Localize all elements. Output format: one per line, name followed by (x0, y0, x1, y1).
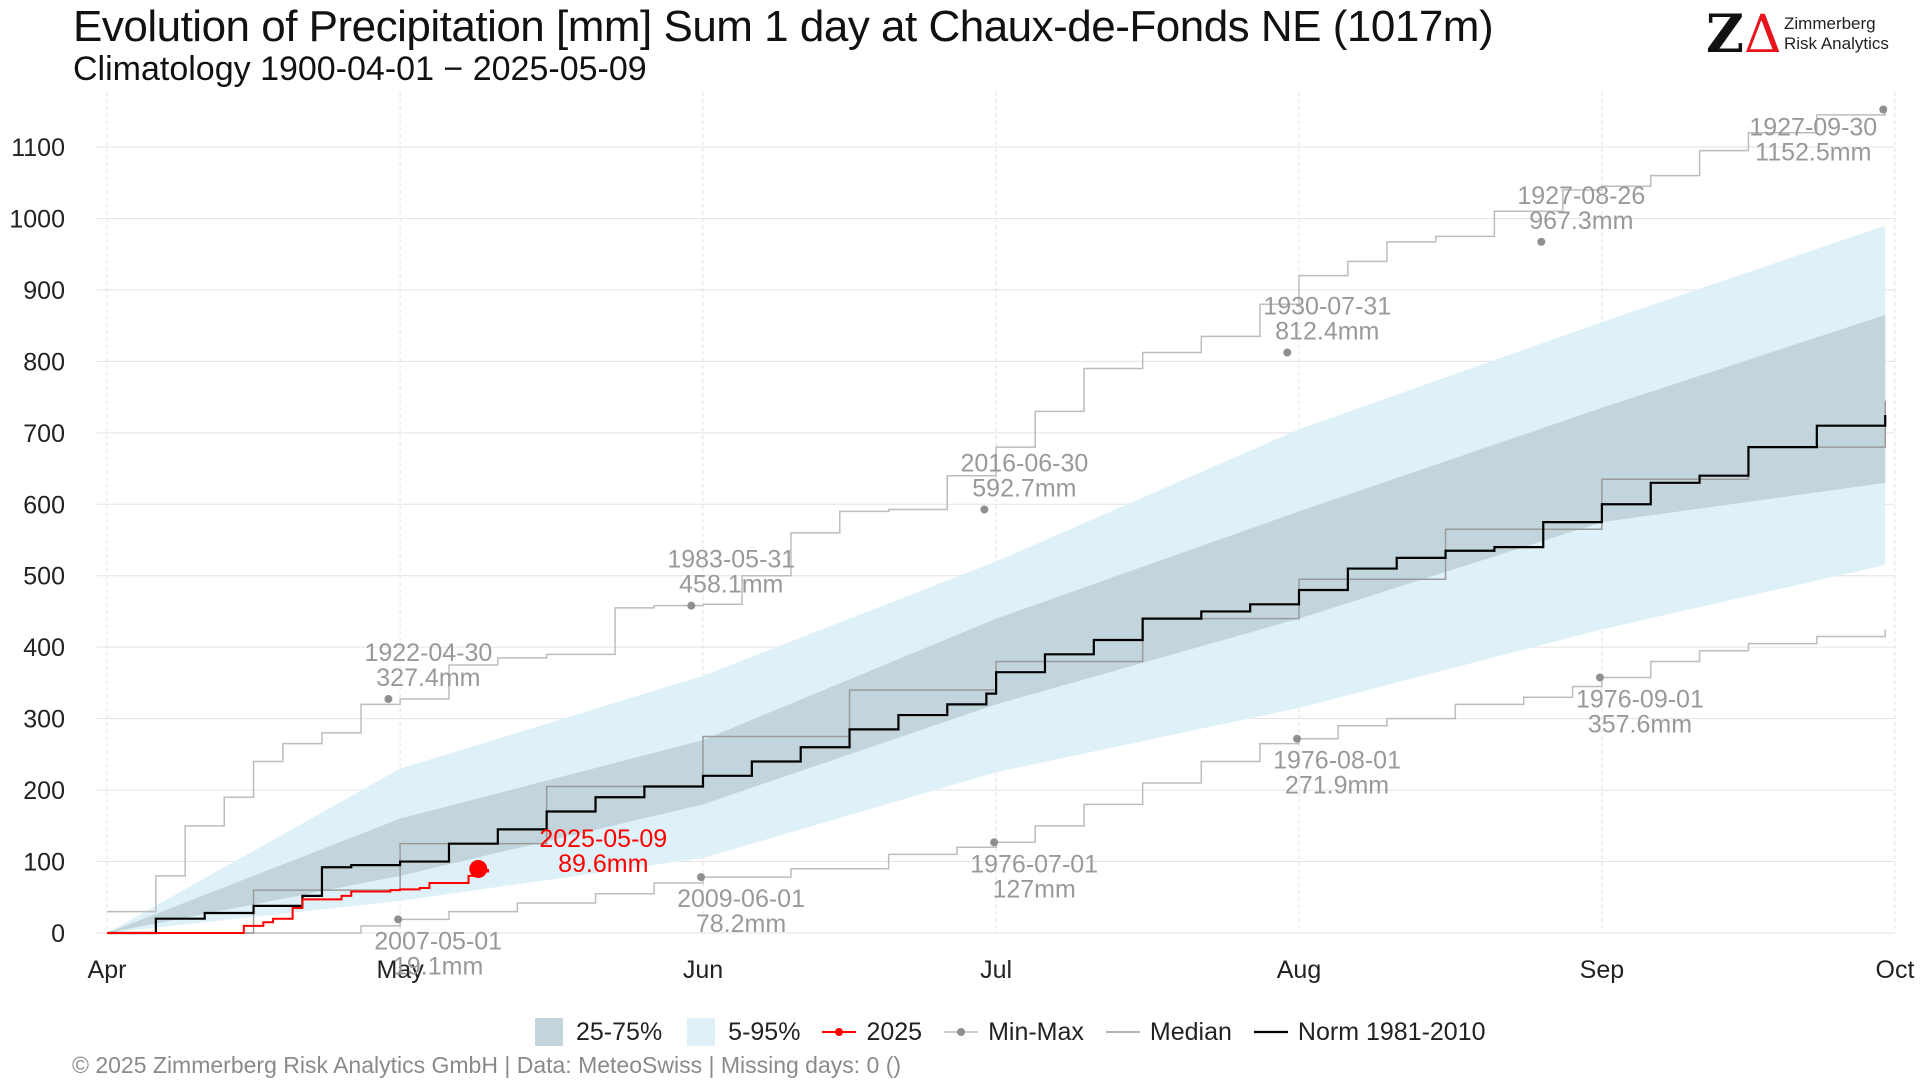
chart-legend: 25-75% 5-95% 2025 Min-Max Median Norm 1981-20… (532, 1014, 1508, 1050)
legend-key (684, 1017, 718, 1047)
series-line-min-max-min (107, 629, 1886, 934)
annotation-date: 2016-06-30 (960, 449, 1088, 477)
annotation-value: 812.4mm (1275, 318, 1379, 346)
legend-label: Median (1149, 1017, 1232, 1046)
x-tick-label: Aug (1277, 956, 1321, 984)
x-tick-label: Apr (88, 956, 127, 984)
extreme-point (697, 873, 706, 882)
extreme-point (1537, 237, 1546, 246)
annotation-value: 1152.5mm (1755, 138, 1871, 166)
y-tick-label: 0 (51, 920, 65, 948)
y-tick-label: 100 (23, 849, 65, 877)
legend-label: 25-75% (576, 1017, 663, 1046)
annotation-value: 458.1mm (679, 571, 783, 599)
annotation-value: 19.1mm (393, 952, 483, 980)
y-tick-label: 500 (23, 563, 65, 591)
extreme-point (384, 695, 393, 704)
annotation-value: 592.7mm (972, 474, 1076, 502)
precipitation-chart: 0 100 200 300 400 500 600 700 800 900 1000 1100 Apr M… (9, 92, 1914, 984)
series-line-min-max-max (107, 109, 1886, 913)
annotation-date: 1976-09-01 (1576, 685, 1704, 713)
y-tick-label: 300 (23, 706, 65, 734)
extreme-point (980, 505, 989, 514)
y-tick-label: 600 (23, 491, 65, 519)
x-tick-label: Jun (683, 956, 723, 984)
annotation-date: 1976-07-01 (970, 850, 1098, 878)
annotation-date: 1930-07-31 (1263, 293, 1391, 321)
legend-item: 25-75% (532, 1017, 662, 1047)
legend-item: 2025 (822, 1017, 922, 1047)
chart-subtitle: Climatology 1900-04-01 − 2025-05-09 (73, 50, 647, 88)
annotation-date: 1976-08-01 (1273, 747, 1401, 775)
extreme-point (394, 915, 403, 924)
legend-key (822, 1017, 857, 1047)
company-logo: ZΔ Zimmerberg Risk Analytics (1706, 4, 1906, 65)
extreme-point (687, 601, 696, 610)
y-tick-label: 1000 (9, 205, 65, 233)
extreme-point (990, 838, 999, 847)
extreme-point (1879, 105, 1888, 114)
annotation-date: 2007-05-01 (374, 927, 502, 955)
series-line-norm-1981-2010 (107, 414, 1887, 935)
y-tick-label: 200 (23, 777, 65, 805)
annotation-value: 271.9mm (1285, 772, 1389, 800)
logo-mark: ZΔ (1706, 4, 1782, 65)
annotation-date: 2025-05-09 (539, 825, 667, 853)
legend-label: Norm 1981-2010 (1297, 1017, 1486, 1046)
legend-label: 2025 (866, 1017, 923, 1046)
annotation-date: 1927-09-30 (1749, 113, 1877, 141)
series-line-median (107, 400, 1886, 934)
y-tick-label: 400 (23, 634, 65, 662)
y-tick-label: 800 (23, 348, 65, 376)
y-tick-label: 1100 (11, 134, 65, 162)
series-lines (107, 109, 1887, 935)
footer-copyright: © 2025 Zimmerberg Risk Analytics GmbH | … (72, 1052, 902, 1078)
annotation-value: 327.4mm (376, 664, 480, 692)
annotation-date: 1922-04-30 (364, 639, 492, 667)
current-value-point (469, 859, 488, 878)
extreme-point (1595, 673, 1604, 682)
legend-label: Min-Max (988, 1017, 1084, 1046)
x-tick-label: May (376, 956, 424, 984)
legend-key (1105, 1017, 1140, 1047)
x-tick-label: Sep (1580, 956, 1624, 984)
legend-key (944, 1017, 979, 1047)
annotation-value: 78.2mm (696, 910, 786, 938)
y-tick-label: 700 (23, 420, 65, 448)
annotation-value: 967.3mm (1529, 207, 1633, 235)
x-tick-label: Jul (980, 956, 1012, 984)
y-tick-label: 900 (23, 277, 65, 305)
legend-label: 5-95% (728, 1017, 801, 1046)
extreme-point (1283, 348, 1292, 357)
band-25-75 (107, 314, 1886, 933)
band-5-95 (107, 225, 1886, 934)
legend-key (532, 1017, 566, 1047)
axes: 0 100 200 300 400 500 600 700 800 900 1000 1100 Apr M… (9, 134, 1914, 984)
annotation-value: 89.6mm (558, 850, 648, 878)
annotation-value: 127mm (992, 875, 1075, 903)
logo-name: Zimmerberg Risk Analytics (1784, 14, 1889, 53)
x-tick-label: Oct (1876, 956, 1915, 984)
annotation-date: 2009-06-01 (677, 885, 805, 913)
annotation-value: 357.6mm (1588, 710, 1692, 738)
chart-title: Evolution of Precipitation [mm] Sum 1 da… (73, 2, 1494, 51)
legend-item: Norm 1981-2010 (1253, 1017, 1486, 1047)
legend-key (1253, 1017, 1288, 1047)
annotation-date: 1983-05-31 (667, 546, 795, 574)
annotation-date: 1927-08-26 (1517, 182, 1645, 210)
legend-item: Median (1105, 1017, 1232, 1047)
legend-item: 5-95% (684, 1017, 800, 1047)
extreme-point (1293, 734, 1302, 743)
legend-item: Min-Max (944, 1017, 1084, 1047)
series-line-2025 (107, 868, 490, 934)
percentile-bands (107, 225, 1886, 934)
